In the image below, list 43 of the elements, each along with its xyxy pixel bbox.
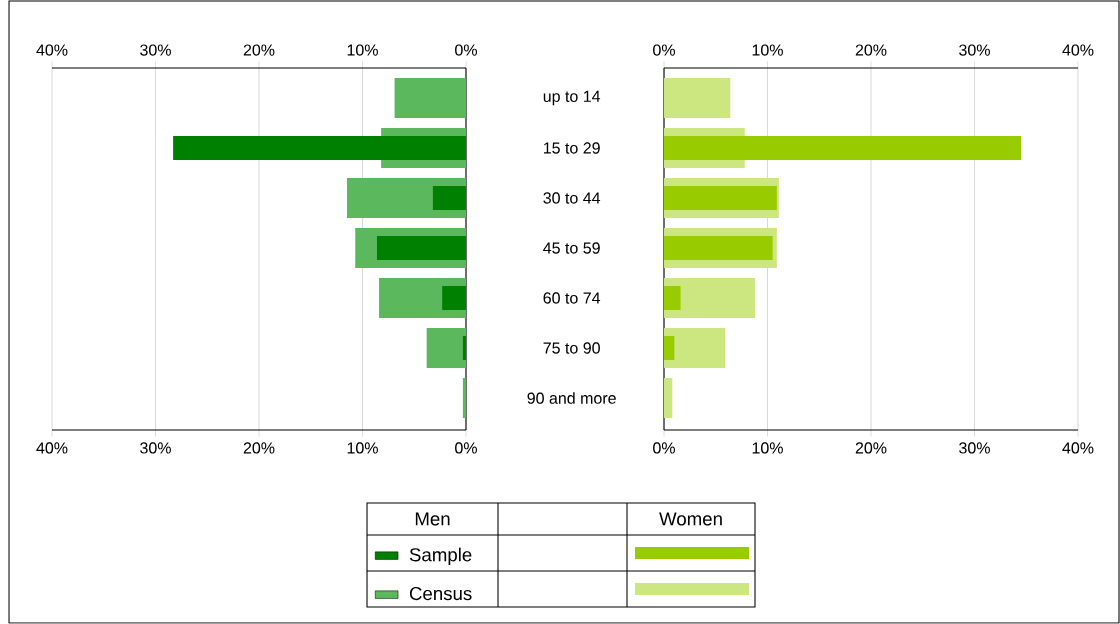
bar [376,235,466,260]
y-tick-label: 30 to 44 [543,192,601,204]
bar [442,285,466,310]
x2-tick-label: 30% [140,442,171,454]
x-tick-label: 20% [243,44,275,56]
bar [432,185,466,210]
bar [664,135,1022,160]
x-tick-label: 30% [959,44,990,56]
x2-tick-label: 40% [36,442,68,454]
x2-tick-label: 0% [455,442,477,454]
legend-label: Census [409,586,472,601]
y-tick-label: up to 14 [543,90,601,106]
x2-tick-label: 10% [752,442,783,454]
y-tick-label: 45 to 59 [543,242,600,254]
y-tick-label: 60 to 74 [543,292,601,304]
bar [664,327,726,368]
x-tick-label: 10% [752,44,783,56]
x-tick-label: 20% [855,44,887,56]
x-tick-label: 0% [455,44,477,56]
y-tick-label: 75 to 90 [543,342,600,354]
legend-label: Sample [409,547,472,566]
x2-tick-label: 10% [347,442,378,454]
x2-tick-label: 40% [1062,442,1094,454]
bar [426,327,466,368]
y-tick-label: 15 to 29 [543,142,600,154]
x-tick-label: 0% [653,44,675,56]
bar [394,77,466,118]
x-tick-label: 40% [36,44,68,56]
text: Women [659,512,722,526]
x-tick-label: 10% [347,44,378,56]
x2-tick-label: 20% [243,442,275,454]
bar [664,285,681,310]
bar [664,235,773,260]
x2-tick-label: 0% [653,442,675,454]
x-tick-label: 30% [140,44,171,56]
x2-tick-label: 20% [855,442,887,454]
y-tick-label: 90 and more [527,392,616,404]
x2-tick-label: 30% [959,442,990,454]
bar [664,77,731,118]
bar [664,185,777,210]
text: Men [415,512,450,526]
bar [173,135,466,160]
x-tick-label: 40% [1062,44,1094,56]
